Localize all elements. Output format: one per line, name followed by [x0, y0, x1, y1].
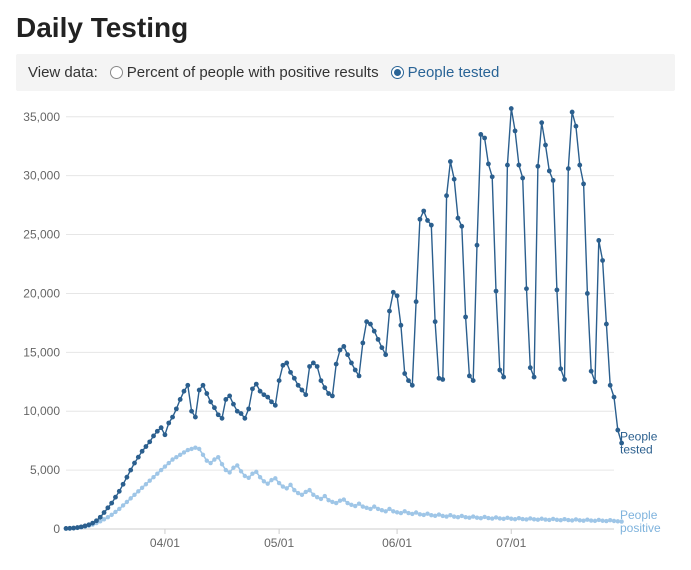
- svg-text:positive: positive: [620, 521, 661, 535]
- radio-label: People tested: [408, 64, 500, 81]
- view-data-controls: View data: Percent of people with positi…: [16, 54, 675, 91]
- radio-icon: [391, 66, 404, 79]
- svg-text:tested: tested: [620, 443, 653, 457]
- svg-text:07/01: 07/01: [496, 536, 526, 550]
- svg-text:35,000: 35,000: [23, 110, 60, 124]
- svg-text:15,000: 15,000: [23, 345, 60, 359]
- svg-text:25,000: 25,000: [23, 228, 60, 242]
- daily-testing-chart: 0 5,000 10,000 15,000 20,000 25,000 30,000 35,0…: [16, 97, 676, 557]
- svg-text:04/01: 04/01: [150, 536, 180, 550]
- svg-text:10,000: 10,000: [23, 404, 60, 418]
- svg-text:People: People: [620, 508, 658, 522]
- svg-text:20,000: 20,000: [23, 286, 60, 300]
- svg-text:0: 0: [53, 522, 60, 536]
- view-data-label: View data:: [28, 64, 98, 81]
- radio-label: Percent of people with positive results: [127, 64, 379, 81]
- radio-percent-positive[interactable]: Percent of people with positive results: [110, 64, 379, 81]
- svg-text:People: People: [620, 430, 658, 444]
- svg-text:06/01: 06/01: [382, 536, 412, 550]
- page-title: Daily Testing: [16, 12, 675, 44]
- radio-people-tested[interactable]: People tested: [391, 64, 500, 81]
- radio-icon: [110, 66, 123, 79]
- svg-text:05/01: 05/01: [264, 536, 294, 550]
- svg-text:5,000: 5,000: [30, 463, 60, 477]
- chart-svg: 0 5,000 10,000 15,000 20,000 25,000 30,000 35,0…: [16, 97, 676, 557]
- svg-text:30,000: 30,000: [23, 169, 60, 183]
